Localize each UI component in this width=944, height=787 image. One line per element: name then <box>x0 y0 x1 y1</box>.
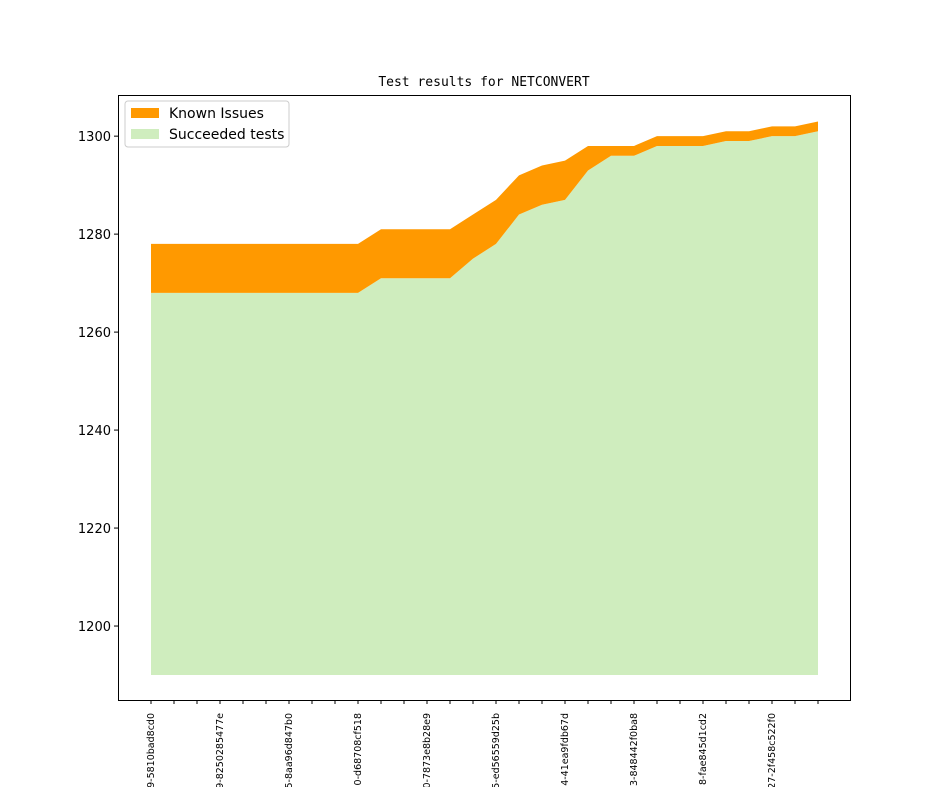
y-tick-label: 1260 <box>78 326 111 341</box>
x-tick-label: 5-ed56559d25b <box>491 713 502 787</box>
y-tick-label: 1240 <box>78 424 111 439</box>
x-tick-label: 9-5810bad8cd0 <box>146 713 157 787</box>
legend-swatch-succeeded-tests <box>131 129 159 139</box>
y-tick-label: 1200 <box>78 620 111 635</box>
x-tick-label: 0-d68708cf518 <box>353 713 364 785</box>
area-succeeded-tests <box>151 131 818 676</box>
y-tick-label: 1300 <box>78 130 111 145</box>
legend-label-known-issues: Known Issues <box>169 106 264 122</box>
y-tick-label: 1280 <box>78 228 111 243</box>
y-tick-label: 1220 <box>78 522 111 537</box>
x-tick-label: 0-7873e8b28e9 <box>422 713 433 787</box>
x-tick-label: 5-8aa96d847b0 <box>284 713 295 787</box>
legend-label-succeeded-tests: Succeeded tests <box>169 127 284 143</box>
x-tick-label: 8-fae845d1cd2 <box>698 713 709 785</box>
x-tick-label: 27-2f458c522f0 <box>767 713 778 787</box>
x-tick-label: 9-8250285477e <box>215 713 226 787</box>
plot-frame <box>118 95 851 701</box>
x-tick-label: 3-848442f0ba8 <box>629 713 640 786</box>
chart-title: Test results for NETCONVERT <box>378 75 589 90</box>
legend: Known Issues Succeeded tests <box>124 100 290 148</box>
x-tick-label: 4-41ea9fdb67d <box>560 713 571 786</box>
legend-swatch-known-issues <box>131 108 159 118</box>
area-known-issues <box>151 121 818 293</box>
